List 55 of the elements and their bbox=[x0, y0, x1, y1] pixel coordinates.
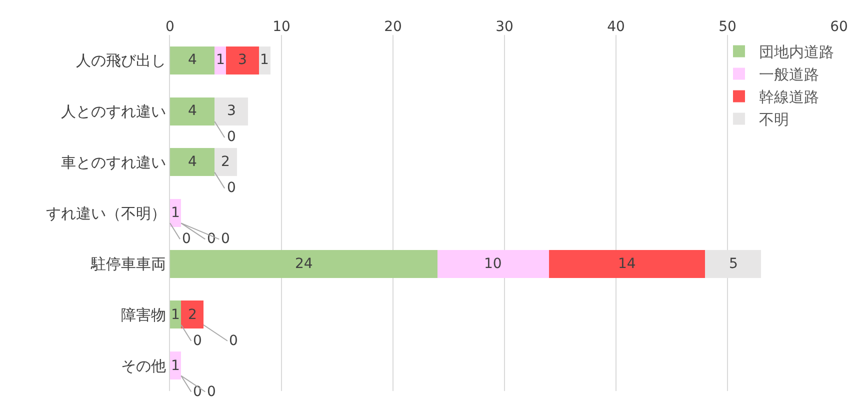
x-tick-label: 60 bbox=[830, 19, 848, 36]
legend-label: 幹線道路 bbox=[759, 88, 819, 106]
bar bbox=[214, 97, 248, 126]
data-label: 24 bbox=[295, 256, 313, 272]
y-tick-label: 車とのすれ違い bbox=[61, 153, 166, 172]
bar bbox=[170, 250, 438, 278]
bar bbox=[259, 46, 270, 74]
data-label: 0 bbox=[227, 129, 236, 145]
y-tick-label: 人の飛び出し bbox=[76, 52, 166, 70]
x-tick-label: 0 bbox=[166, 19, 174, 36]
x-tick-label: 50 bbox=[718, 19, 736, 36]
bar bbox=[214, 148, 237, 176]
x-tick-label: 40 bbox=[607, 19, 625, 36]
data-label: 4 bbox=[188, 103, 197, 119]
data-label: 3 bbox=[238, 52, 247, 68]
bar bbox=[549, 250, 706, 278]
data-label: 4 bbox=[188, 154, 197, 170]
legend-label: 不明 bbox=[759, 110, 789, 129]
data-label: 5 bbox=[729, 256, 738, 272]
data-label: 0 bbox=[182, 231, 191, 247]
y-tick-label: すれ違い（不明） bbox=[46, 204, 166, 222]
data-label: 0 bbox=[207, 231, 216, 247]
y-tick-label: 人とのすれ違い bbox=[61, 102, 166, 121]
bar bbox=[170, 148, 215, 176]
legend-label: 一般道路 bbox=[759, 66, 819, 84]
bar bbox=[705, 250, 761, 278]
bar bbox=[438, 250, 550, 278]
y-tick-label: 障害物 bbox=[121, 306, 166, 324]
data-label: 0 bbox=[229, 333, 238, 349]
data-label: 0 bbox=[221, 231, 230, 247]
x-tick-label: 30 bbox=[496, 19, 514, 36]
data-label: 0 bbox=[193, 333, 202, 349]
legend-label: 団地内道路 bbox=[759, 43, 834, 62]
data-label: 4 bbox=[188, 52, 197, 68]
bar bbox=[181, 300, 204, 329]
data-label: 1 bbox=[171, 358, 180, 374]
x-tick-label: 10 bbox=[272, 19, 290, 36]
data-label: 0 bbox=[207, 384, 216, 400]
data-label: 14 bbox=[618, 256, 636, 272]
data-label: 1 bbox=[171, 307, 180, 323]
bar bbox=[226, 46, 260, 74]
data-label: 1 bbox=[171, 205, 180, 221]
data-label: 0 bbox=[227, 180, 236, 196]
x-tick-label: 20 bbox=[384, 19, 402, 36]
data-label: 10 bbox=[484, 256, 502, 272]
data-label: 1 bbox=[216, 52, 225, 68]
data-label: 2 bbox=[188, 307, 197, 323]
bar bbox=[214, 46, 226, 74]
data-label: 1 bbox=[260, 52, 269, 68]
y-tick-label: 駐停車車両 bbox=[90, 255, 166, 274]
y-tick-label: その他 bbox=[121, 356, 166, 375]
bar bbox=[170, 46, 215, 74]
data-label: 2 bbox=[221, 154, 230, 170]
data-label: 3 bbox=[227, 103, 236, 119]
bar bbox=[170, 97, 215, 126]
